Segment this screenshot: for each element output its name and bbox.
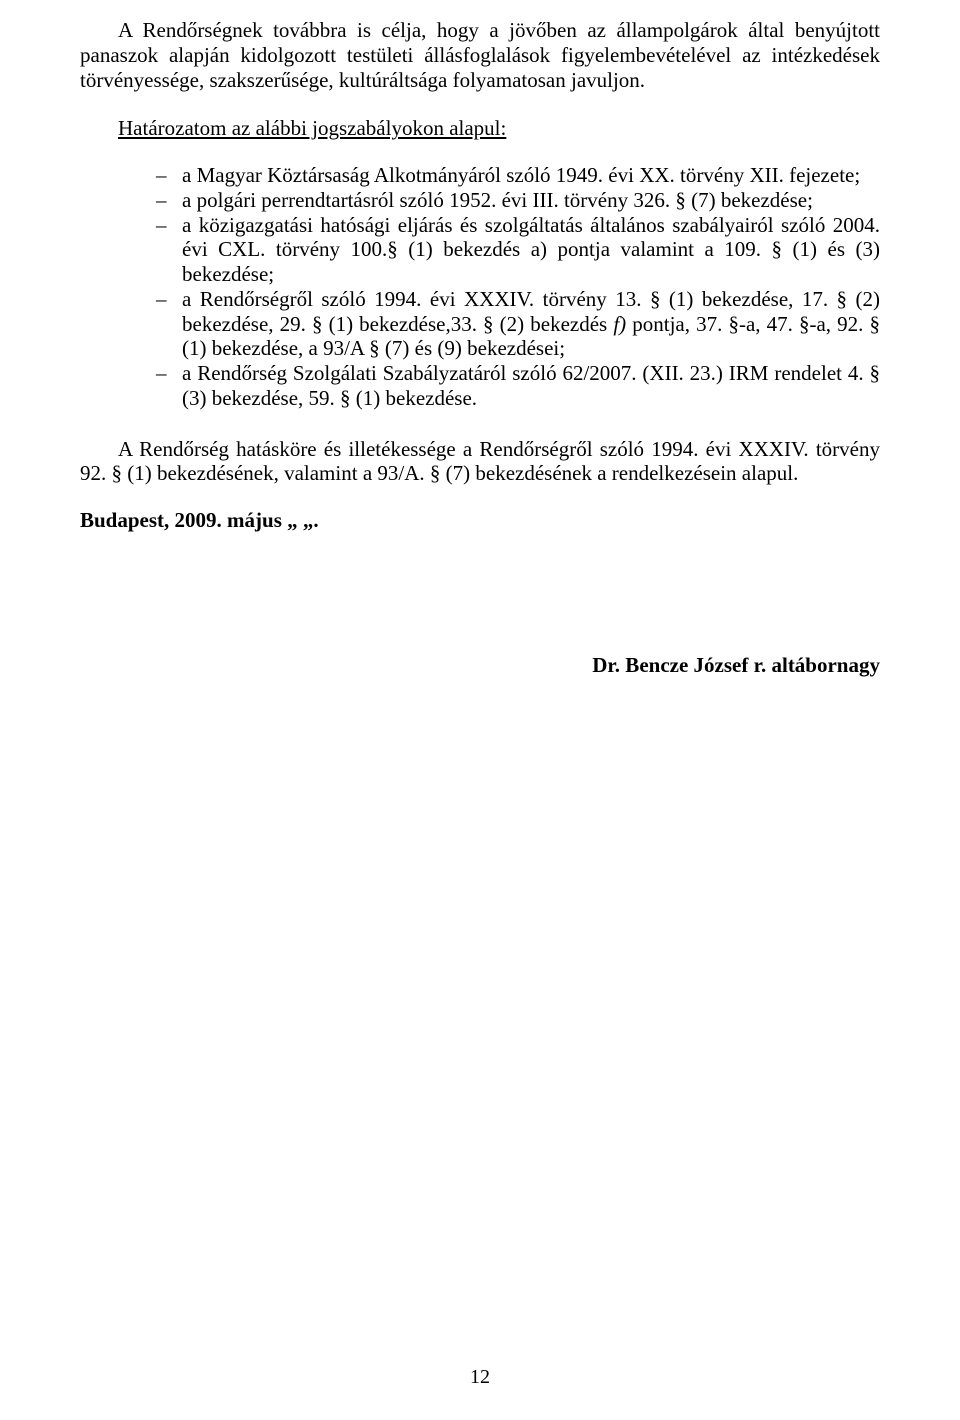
list-item: a közigazgatási hatósági eljárás és szol… xyxy=(156,213,880,287)
page-number: 12 xyxy=(0,1366,960,1390)
intro-paragraph: A Rendőrségnek továbbra is célja, hogy a… xyxy=(80,18,880,92)
date-line: Budapest, 2009. május „ „. xyxy=(80,508,880,533)
legal-basis-list: a Magyar Köztársaság Alkotmányáról szóló… xyxy=(80,163,880,411)
list-item: a polgári perrendtartásról szóló 1952. é… xyxy=(156,188,880,213)
list-item: a Rendőrség Szolgálati Szabályzatáról sz… xyxy=(156,361,880,411)
list-item: a Magyar Köztársaság Alkotmányáról szóló… xyxy=(156,163,880,188)
list-item-italic: f) xyxy=(613,312,626,336)
jurisdiction-paragraph: A Rendőrség hatásköre és illetékessége a… xyxy=(80,437,880,487)
basis-heading: Határozatom az alábbi jogszabályokon ala… xyxy=(80,116,880,141)
signature-line: Dr. Bencze József r. altábornagy xyxy=(80,653,880,678)
document-page: A Rendőrségnek továbbra is célja, hogy a… xyxy=(0,0,960,1420)
list-item: a Rendőrségről szóló 1994. évi XXXIV. tö… xyxy=(156,287,880,361)
